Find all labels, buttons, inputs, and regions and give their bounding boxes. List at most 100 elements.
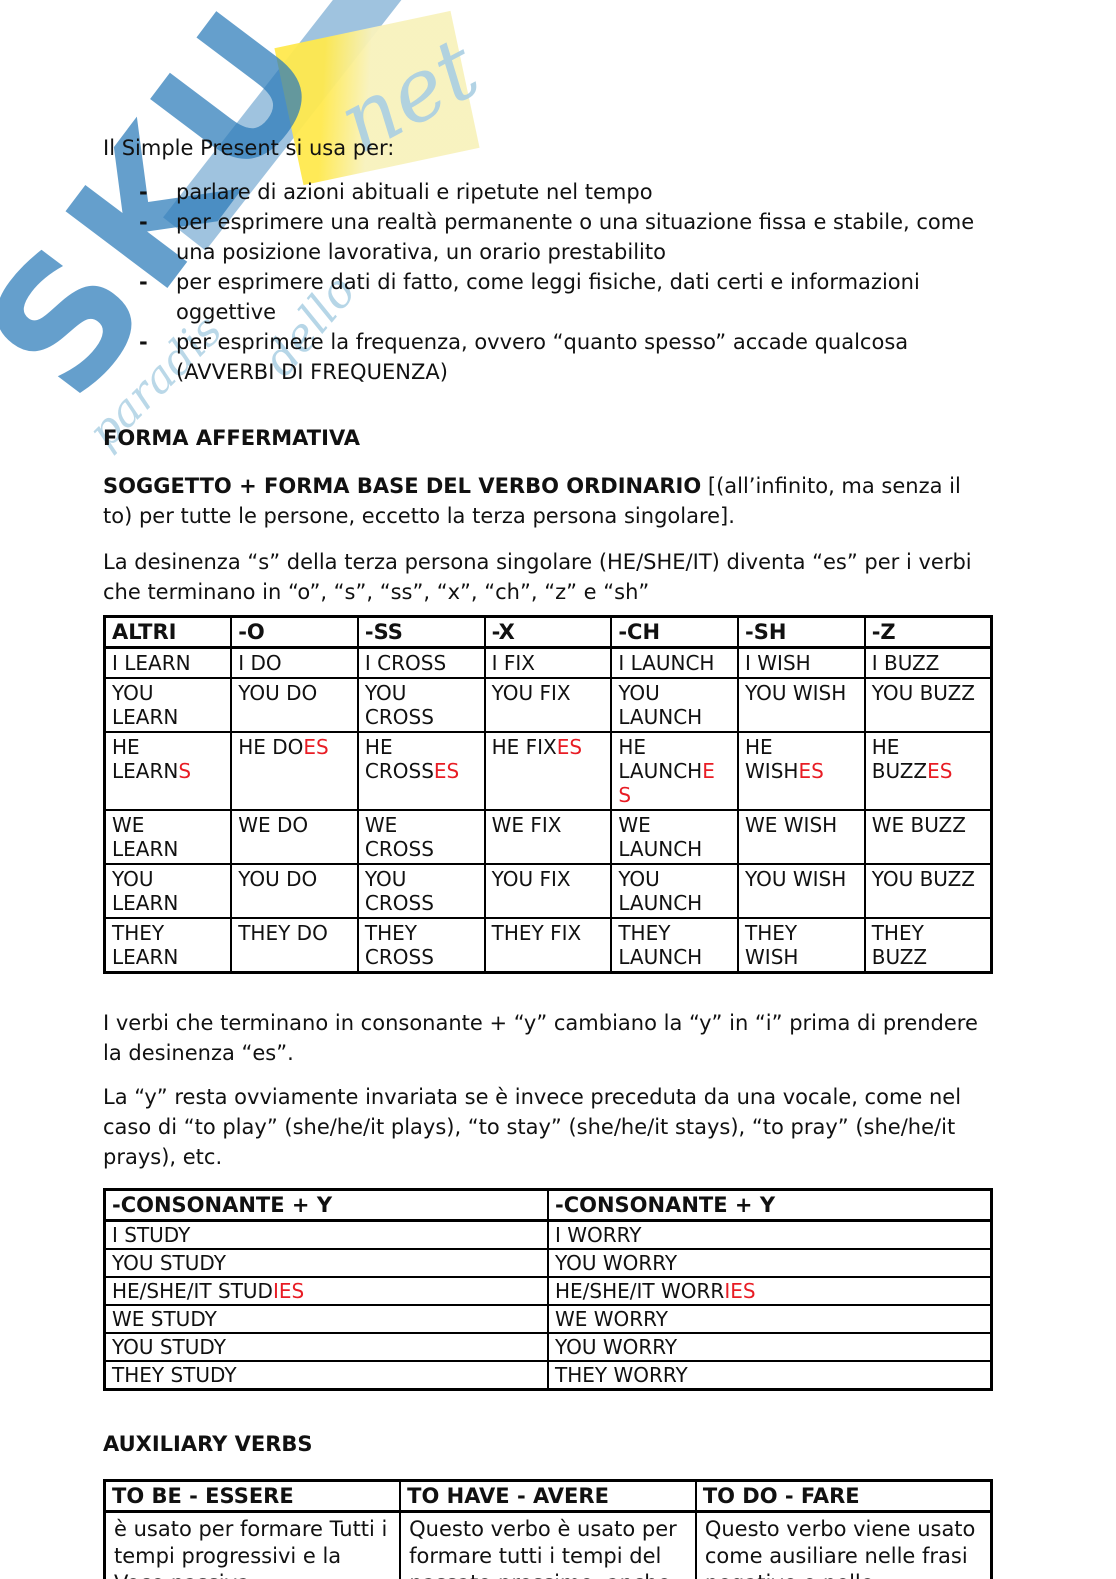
- cell-text: YOU WISH: [745, 867, 847, 891]
- cell-text: HE: [871, 735, 900, 759]
- verb-endings-table: ALTRI -O -SS -X -CH -SH -Z I LEARN I DO I CROSS I …: [103, 615, 993, 974]
- cell-text: YOU WISH: [745, 681, 847, 705]
- cell-text: LAUNCH: [618, 705, 703, 729]
- cell-text: WE WISH: [745, 813, 838, 837]
- red-verb-ending: S: [618, 783, 632, 807]
- cell-text: WE: [112, 813, 145, 837]
- cell-text: YOU BUZZ: [871, 867, 975, 891]
- cell-text: HE/SHE/IT STUD: [112, 1279, 273, 1303]
- cell-text: HE FIX: [491, 735, 557, 759]
- cell-text: I STUDY: [112, 1223, 191, 1247]
- cell-text: I FIX: [491, 651, 535, 675]
- cell-text: CROSS: [364, 705, 434, 729]
- table-cell: HE/SHE/IT WORRIES: [547, 1276, 993, 1306]
- cell-text: CROSS: [364, 891, 434, 915]
- cell-text: WE DO: [238, 813, 309, 837]
- cell-text: WE BUZZ: [871, 813, 966, 837]
- column-header: -CH: [610, 615, 740, 649]
- table-cell: YOU STUDY: [103, 1248, 549, 1278]
- red-verb-ending: ES: [433, 759, 460, 783]
- table-row: I STUDY I WORRY: [103, 1219, 993, 1250]
- table-cell: YOU FIX: [483, 677, 613, 733]
- bullet-item: per esprimere la frequenza, ovvero “quan…: [103, 327, 993, 387]
- table-cell: WE LEARN: [103, 809, 233, 865]
- red-verb-ending: ES: [798, 759, 824, 783]
- cell-text: I CROSS: [364, 651, 447, 675]
- vowel-y-paragraph: La “y” resta ovviamente invariata se è i…: [103, 1085, 962, 1169]
- table-row: è usato per formare Tutti i tempi progre…: [103, 1510, 993, 1579]
- cell-text: THEY: [618, 921, 671, 945]
- table-row: I LEARN I DO I CROSS I FIX I LAUNCH I WISH I B…: [103, 646, 993, 679]
- intro-lead: Il Simple Present si usa per:: [103, 136, 395, 160]
- table-cell: I FIX: [483, 646, 613, 679]
- cell-text: LAUNCH: [618, 837, 703, 861]
- table-cell: HE FIXES: [483, 731, 613, 811]
- cell-text: -O: [238, 620, 265, 644]
- cell-text: WE STUDY: [112, 1307, 217, 1331]
- cell-text: HE: [112, 735, 140, 759]
- cell-text: I WISH: [745, 651, 811, 675]
- cell-text: THEY: [745, 921, 798, 945]
- table-row: WE LEARN WE DO WE CROSS WE FIX WE LAUNCH WE WISH…: [103, 809, 993, 865]
- table-cell: THEY LAUNCH: [610, 917, 740, 974]
- table-cell: I BUZZ: [863, 646, 993, 679]
- table-row: YOU LEARN YOU DO YOU CROSS YOU FIX YOU LAUNCH YO…: [103, 677, 993, 733]
- column-header: -X: [483, 615, 613, 649]
- cell-text: TO HAVE - AVERE: [407, 1484, 609, 1508]
- cell-text: YOU DO: [238, 867, 318, 891]
- table-cell: THEY LEARN: [103, 917, 233, 974]
- cell-text: WISH: [745, 759, 799, 783]
- table-cell: è usato per formare Tutti i tempi progre…: [103, 1510, 402, 1579]
- red-verb-ending: E: [702, 759, 715, 783]
- red-verb-ending: IES: [724, 1279, 756, 1303]
- table-cell: YOU LEARN: [103, 863, 233, 919]
- cell-text: WE FIX: [491, 813, 562, 837]
- bullet-item: per esprimere una realtà permanente o un…: [103, 207, 993, 267]
- cell-text: -CONSONANTE + Y: [555, 1193, 776, 1217]
- cell-text: YOU: [112, 867, 154, 891]
- cell-text: YOU DO: [238, 681, 318, 705]
- cell-text: -Z: [871, 620, 896, 644]
- table-cell: YOU LAUNCH: [610, 863, 740, 919]
- cell-text: LAUNCH: [618, 759, 703, 783]
- cell-text: YOU: [618, 681, 660, 705]
- table-cell: YOU STUDY: [103, 1332, 549, 1362]
- cell-text: TO BE - ESSERE: [112, 1484, 294, 1508]
- table-row: YOU LEARN YOU DO YOU CROSS YOU FIX YOU LAUNCH YO…: [103, 863, 993, 919]
- column-header: TO DO - FARE: [694, 1479, 993, 1513]
- cell-text: THEY: [871, 921, 924, 945]
- table-cell: HE/SHE/IT STUDIES: [103, 1276, 549, 1306]
- table-cell: HE CROSSES: [356, 731, 486, 811]
- column-header: -CONSONANTE + Y: [547, 1188, 993, 1222]
- cell-text: LAUNCH: [618, 945, 703, 969]
- column-header: -Z: [863, 615, 993, 649]
- cell-text: YOU: [112, 681, 154, 705]
- cell-text: YOU STUDY: [112, 1251, 226, 1275]
- table-cell: I WISH: [737, 646, 866, 679]
- cell-text: è usato per formare Tutti i tempi progre…: [114, 1517, 388, 1579]
- table-cell: Questo verbo viene usato come ausiliare …: [694, 1510, 993, 1579]
- table-cell: WE CROSS: [356, 809, 486, 865]
- table-cell: WE BUZZ: [863, 809, 993, 865]
- cell-text: THEY WORRY: [555, 1363, 688, 1387]
- consonant-y-paragraph: I verbi che terminano in consonante + “y…: [103, 1011, 978, 1065]
- forma-lead-paragraph: SOGGETTO + FORMA BASE DEL VERBO ORDINARI…: [103, 471, 993, 531]
- cell-text: YOU BUZZ: [871, 681, 975, 705]
- table-cell: I DO: [230, 646, 359, 679]
- section-heading-auxiliary-verbs: AUXILIARY VERBS: [103, 1432, 313, 1456]
- cell-text: THEY DO: [238, 921, 328, 945]
- table-cell: WE WORRY: [547, 1304, 993, 1334]
- auxiliary-verbs-table: TO BE - ESSERE TO HAVE - AVERE TO DO - FAR…: [103, 1479, 993, 1579]
- table-cell: THEY DO: [230, 917, 359, 974]
- table-cell: YOU LEARN: [103, 677, 233, 733]
- table-cell: HE WISHES: [737, 731, 866, 811]
- table-row: WE STUDY WE WORRY: [103, 1304, 993, 1334]
- table-cell: HE LAUNCHE S: [610, 731, 740, 811]
- section-heading-forma-affermativa: FORMA AFFERMATIVA: [103, 426, 361, 450]
- table-header-row: -CONSONANTE + Y -CONSONANTE + Y: [103, 1188, 993, 1222]
- cell-text: HE: [745, 735, 773, 759]
- cell-text: BUZZ: [871, 759, 928, 783]
- table-cell: YOU WISH: [737, 677, 866, 733]
- table-cell: THEY FIX: [483, 917, 613, 974]
